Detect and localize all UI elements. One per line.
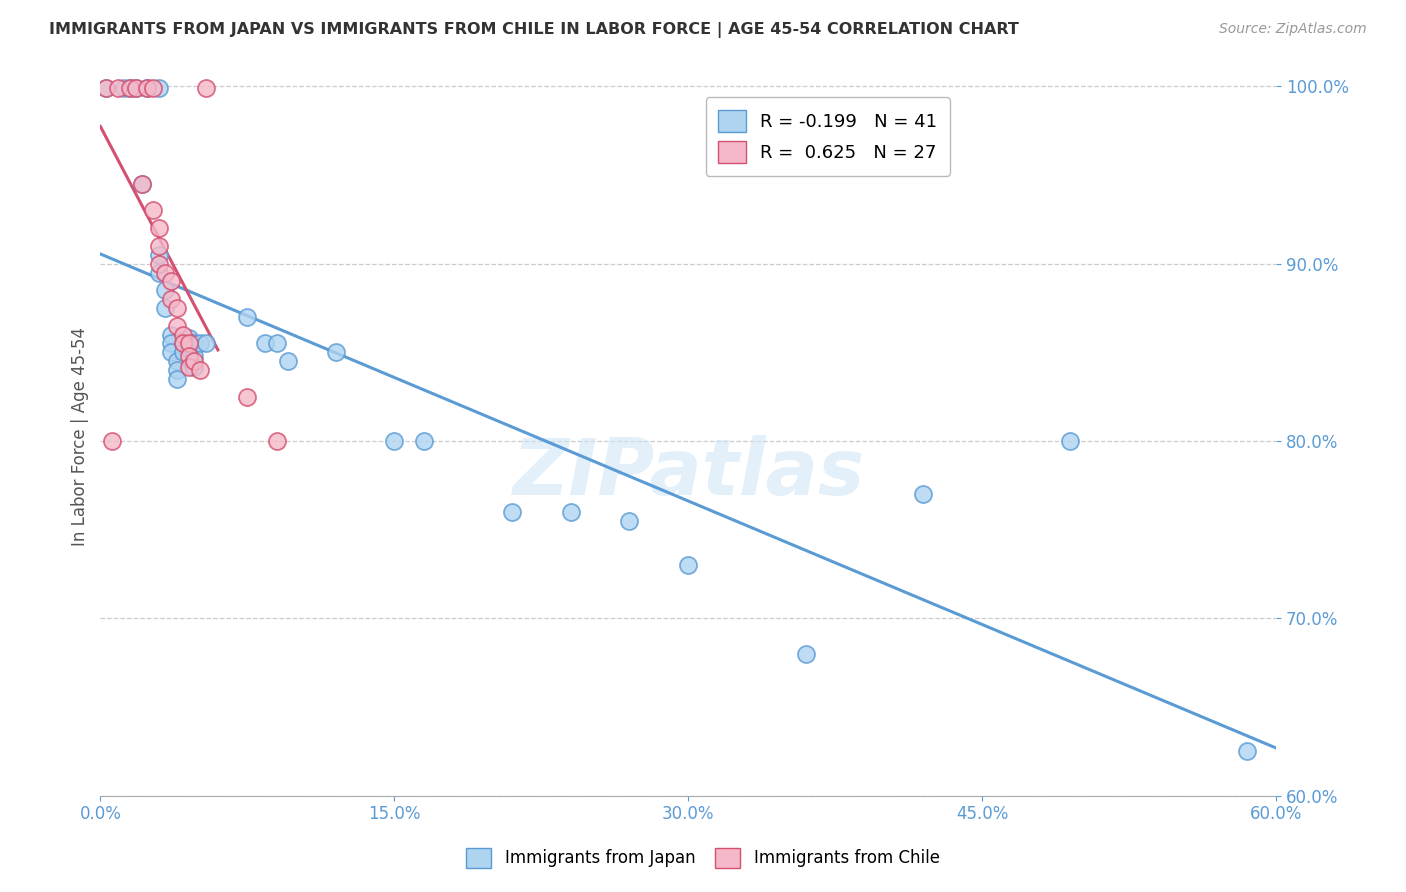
Point (136, 81, 159, 95)
Point (124, 81, 146, 95)
Point (131, 177, 153, 191)
Point (172, 345, 194, 359)
Point (160, 336, 183, 351)
Point (188, 336, 211, 351)
Point (118, 81, 141, 95)
Point (236, 390, 259, 404)
Point (160, 292, 183, 306)
Point (153, 266, 176, 280)
Point (177, 336, 200, 351)
Point (148, 257, 170, 271)
Point (96, 81, 118, 95)
Point (136, 81, 159, 95)
Point (124, 81, 146, 95)
Point (412, 434, 434, 448)
Point (266, 434, 288, 448)
Point (277, 354, 299, 368)
Point (166, 363, 188, 377)
Point (325, 345, 347, 359)
Point (153, 301, 176, 315)
Point (183, 354, 205, 368)
Point (166, 301, 188, 315)
Point (183, 359, 205, 374)
Point (148, 81, 170, 95)
Point (177, 331, 200, 345)
Point (1059, 434, 1081, 448)
Point (266, 336, 288, 351)
Point (501, 505, 523, 519)
Point (142, 203, 165, 218)
Point (177, 359, 200, 374)
Text: ZIPatlas: ZIPatlas (512, 434, 865, 510)
Point (794, 647, 817, 661)
Point (195, 81, 218, 95)
Point (172, 327, 194, 342)
Text: Source: ZipAtlas.com: Source: ZipAtlas.com (1219, 22, 1367, 37)
Legend: R = -0.199   N = 41, R =  0.625   N = 27: R = -0.199 N = 41, R = 0.625 N = 27 (706, 97, 949, 176)
Point (912, 487, 935, 501)
Point (118, 81, 141, 95)
Point (177, 342, 200, 356)
Point (177, 349, 200, 363)
Point (112, 81, 135, 95)
Point (148, 248, 170, 262)
Point (166, 372, 188, 386)
Point (236, 310, 259, 324)
Legend: Immigrants from Japan, Immigrants from Chile: Immigrants from Japan, Immigrants from C… (460, 841, 946, 875)
Point (195, 336, 218, 351)
Point (1236, 744, 1258, 758)
Text: IMMIGRANTS FROM JAPAN VS IMMIGRANTS FROM CHILE IN LABOR FORCE | AGE 45-54 CORREL: IMMIGRANTS FROM JAPAN VS IMMIGRANTS FROM… (49, 22, 1019, 38)
Point (148, 266, 170, 280)
Point (153, 283, 176, 297)
Point (172, 336, 194, 351)
Point (676, 558, 699, 573)
Point (253, 336, 276, 351)
Point (101, 434, 124, 448)
Point (183, 336, 205, 351)
Point (172, 336, 194, 351)
Point (160, 274, 183, 288)
Point (619, 514, 641, 528)
Point (142, 81, 165, 95)
Point (188, 363, 211, 377)
Point (166, 354, 188, 368)
Point (560, 505, 582, 519)
Point (96, 81, 118, 95)
Y-axis label: In Labor Force | Age 45-54: In Labor Force | Age 45-54 (72, 327, 89, 546)
Point (148, 239, 170, 253)
Point (166, 318, 188, 333)
Point (131, 177, 153, 191)
Point (107, 81, 129, 95)
Point (160, 327, 183, 342)
Point (160, 345, 183, 359)
Point (148, 221, 170, 235)
Point (382, 434, 405, 448)
Point (183, 349, 205, 363)
